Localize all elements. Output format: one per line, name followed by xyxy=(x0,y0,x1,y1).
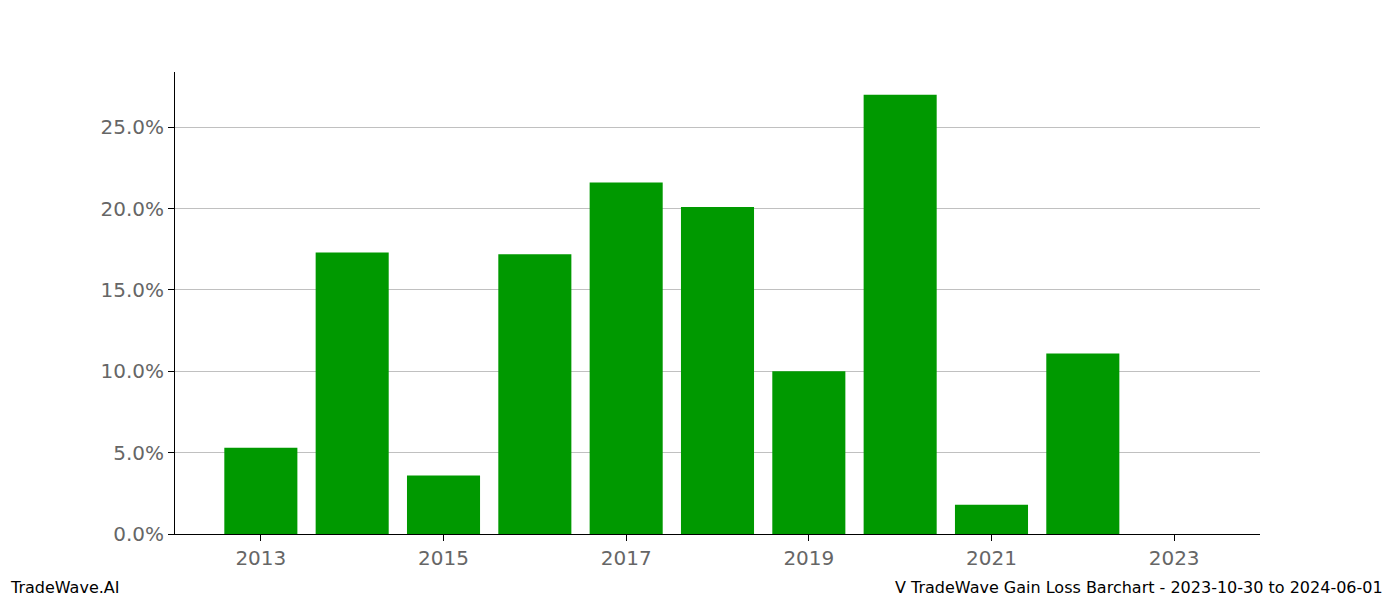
svg-text:20.0%: 20.0% xyxy=(100,197,164,221)
svg-text:2013: 2013 xyxy=(235,546,286,570)
svg-text:15.0%: 15.0% xyxy=(100,278,164,302)
svg-text:2023: 2023 xyxy=(1149,546,1200,570)
svg-text:TradeWave.AI: TradeWave.AI xyxy=(10,578,119,597)
svg-text:2015: 2015 xyxy=(418,546,469,570)
svg-text:V TradeWave Gain Loss Barchart: V TradeWave Gain Loss Barchart - 2023-10… xyxy=(895,578,1383,597)
svg-text:2019: 2019 xyxy=(783,546,834,570)
svg-text:10.0%: 10.0% xyxy=(100,359,164,383)
svg-text:2021: 2021 xyxy=(966,546,1017,570)
svg-text:25.0%: 25.0% xyxy=(100,115,164,139)
svg-text:0.0%: 0.0% xyxy=(113,522,164,546)
svg-text:2017: 2017 xyxy=(601,546,652,570)
svg-text:5.0%: 5.0% xyxy=(113,441,164,465)
